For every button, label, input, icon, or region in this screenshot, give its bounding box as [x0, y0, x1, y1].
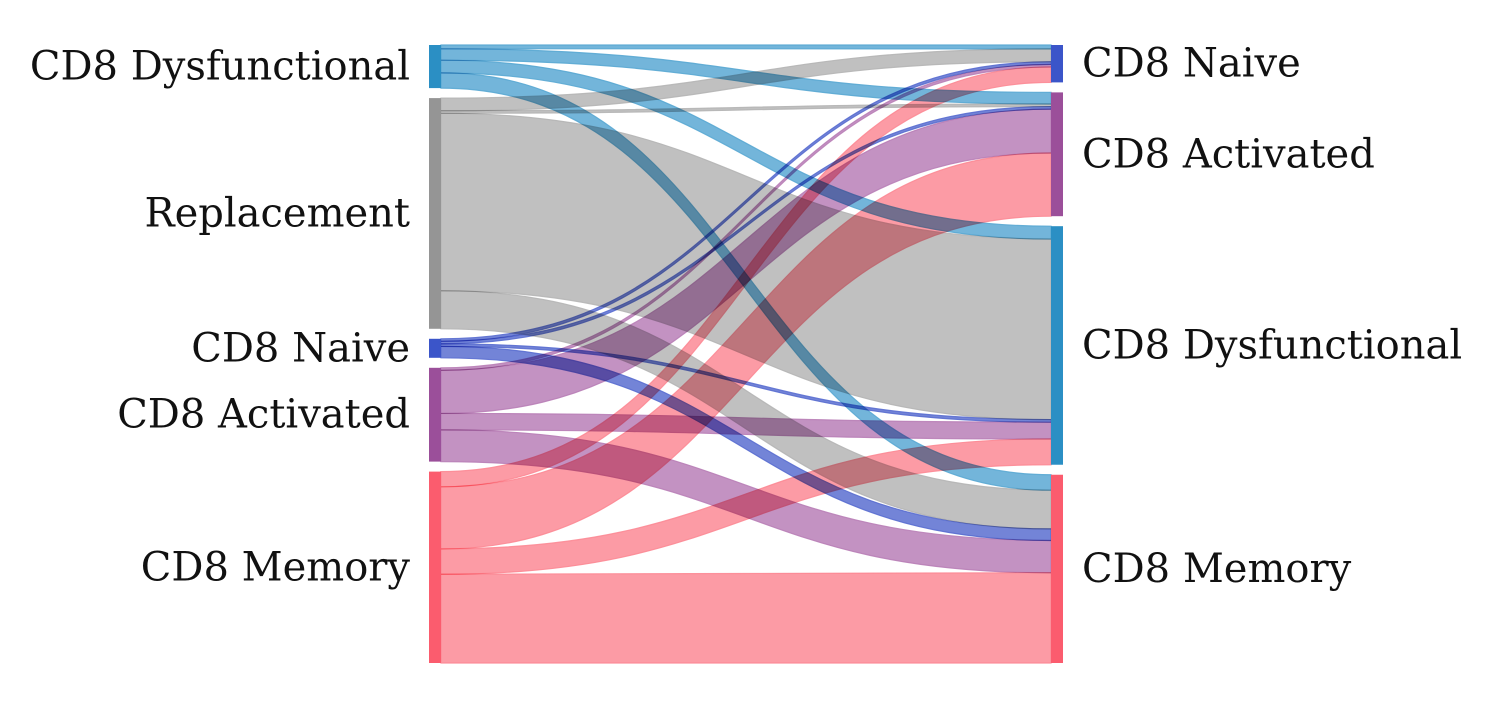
source-node-s_rep — [429, 98, 441, 329]
target-label-t_mem: CD8 Memory — [1082, 546, 1352, 592]
target-label-t_act: CD8 Activated — [1082, 131, 1375, 177]
flow-s_dys-to-t_nai — [440, 44, 1052, 50]
source-label-s_dys: CD8 Dysfunctional — [30, 44, 410, 90]
source-node-s_act — [429, 367, 441, 462]
source-label-s_act: CD8 Activated — [117, 392, 410, 438]
target-label-t_nai: CD8 Naive — [1082, 41, 1301, 87]
source-node-s_mem — [429, 471, 441, 663]
target-node-t_mem — [1051, 474, 1063, 663]
flow-s_mem-to-t_dys — [440, 438, 1052, 575]
source-label-s_rep: Replacement — [144, 190, 410, 236]
source-label-s_mem: CD8 Memory — [141, 544, 411, 590]
target-node-t_dys — [1051, 226, 1063, 465]
target-label-t_dys: CD8 Dysfunctional — [1082, 322, 1462, 368]
sankey-links — [440, 44, 1052, 664]
source-label-s_nai: CD8 Naive — [191, 325, 410, 371]
source-node-s_nai — [429, 338, 441, 358]
sankey-labels: CD8 Dysfunctional Replacement CD8 Naive CD8… — [30, 41, 1462, 592]
sankey-nodes — [429, 45, 1063, 663]
flow-s_mem-to-t_mem — [440, 572, 1052, 664]
target-node-t_nai — [1051, 45, 1063, 83]
source-node-s_dys — [429, 45, 441, 89]
target-node-t_act — [1051, 92, 1063, 217]
